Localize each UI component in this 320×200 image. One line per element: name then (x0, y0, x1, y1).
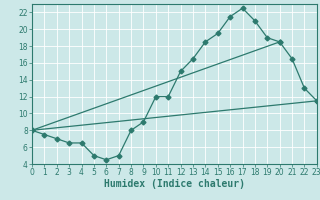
X-axis label: Humidex (Indice chaleur): Humidex (Indice chaleur) (104, 179, 245, 189)
